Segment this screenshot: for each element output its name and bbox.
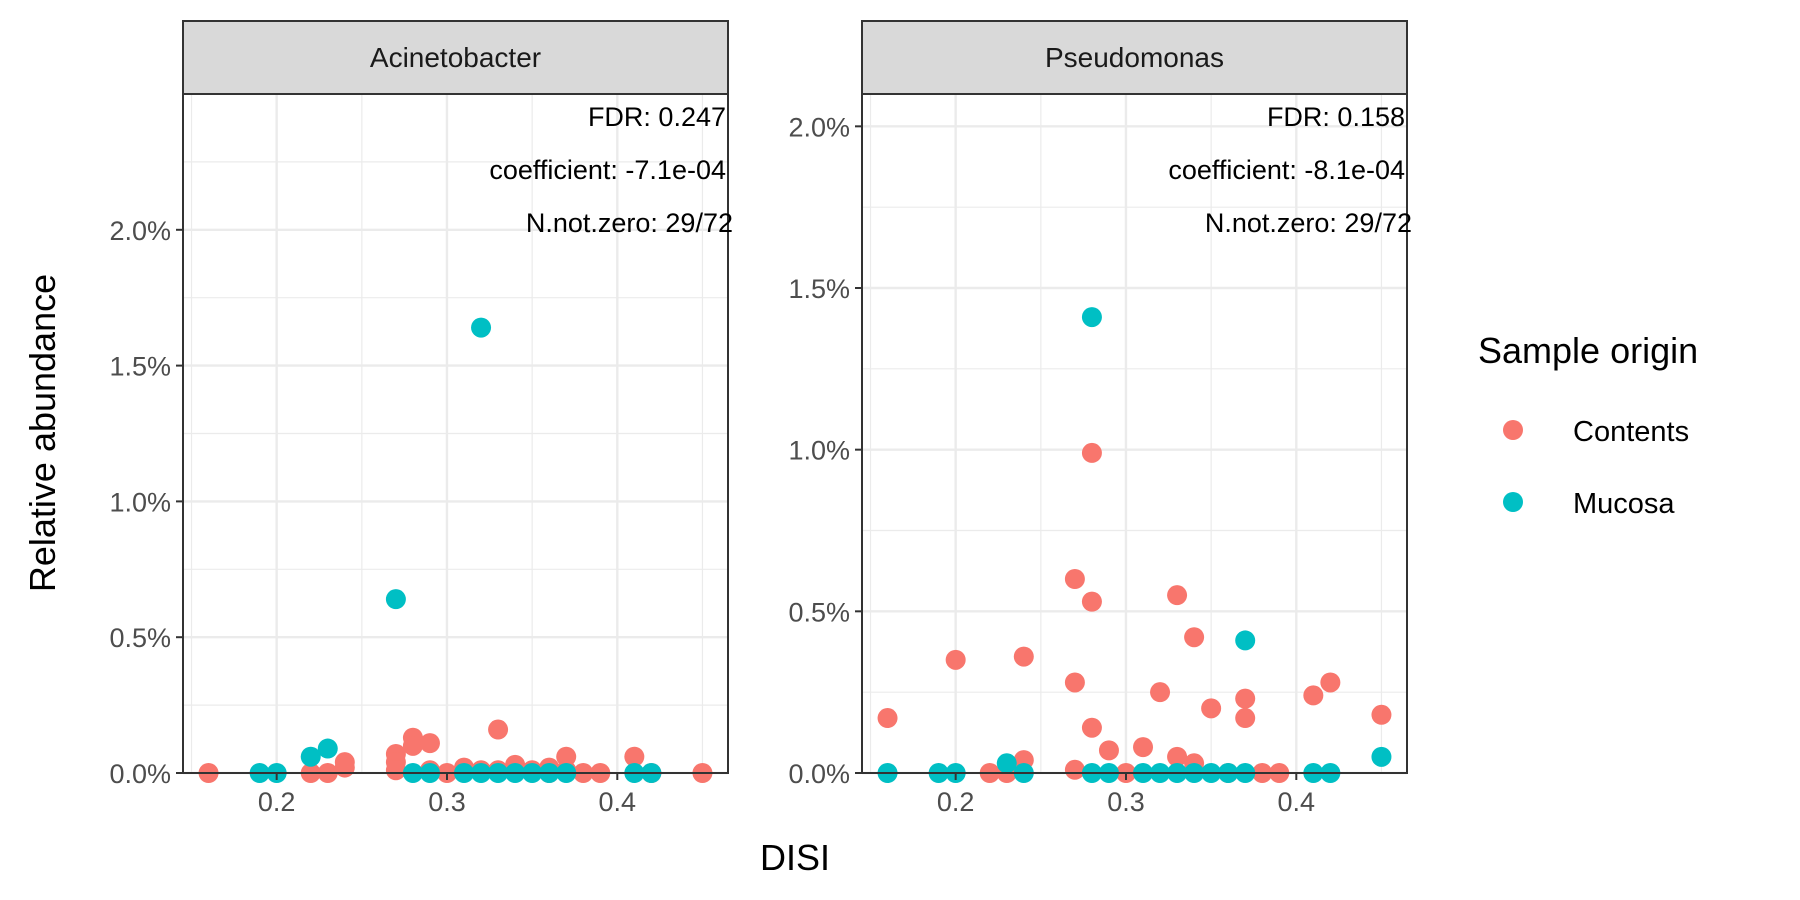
point-contents	[334, 757, 355, 778]
point-contents	[1133, 737, 1154, 758]
point-contents	[1064, 672, 1085, 693]
point-contents	[945, 649, 966, 670]
y-tick-label: 0.5%	[788, 597, 850, 627]
panel-title-acinetobacter: Acinetobacter	[370, 42, 541, 73]
legend-key-contents	[1503, 420, 1523, 440]
x-tick-label: 0.2	[258, 787, 296, 817]
annotations-acinetobacter: FDR: 0.247 coefficient: -7.1e-04 N.not.z…	[489, 102, 733, 238]
legend-title: Sample origin	[1478, 330, 1698, 371]
x-tick-label: 0.4	[1278, 787, 1316, 817]
point-contents	[1081, 442, 1102, 463]
y-tick-label: 1.5%	[109, 352, 171, 382]
legend-key-mucosa	[1503, 492, 1523, 512]
point-contents	[1098, 740, 1119, 761]
plot-background	[862, 94, 1407, 773]
point-mucosa	[1081, 307, 1102, 328]
point-contents	[1235, 708, 1256, 729]
y-axis-title: Relative abundance	[22, 274, 63, 592]
plot-border-pseudomonas	[861, 93, 1408, 774]
point-contents	[1303, 685, 1324, 706]
grid-acinetobacter	[183, 94, 728, 775]
y-tick-label: 0.0%	[788, 759, 850, 789]
panel-strip-acinetobacter	[182, 20, 729, 95]
point-contents	[1371, 704, 1392, 725]
y-tick-label: 1.0%	[109, 487, 171, 517]
point-contents	[877, 708, 898, 729]
panel-acinetobacter: Acinetobacter FDR: 0.247 coefficient: -7…	[109, 20, 733, 817]
point-contents	[419, 733, 440, 754]
point-contents	[1064, 759, 1085, 780]
point-contents	[402, 735, 423, 756]
point-mucosa	[1235, 630, 1256, 651]
y-tick-label: 2.0%	[109, 216, 171, 246]
point-mucosa	[471, 317, 492, 338]
point-contents	[1081, 591, 1102, 612]
point-contents	[1167, 746, 1188, 767]
x-axis-pseudomonas: 0.2 0.3 0.4	[937, 773, 1315, 817]
point-mucosa	[317, 738, 338, 759]
point-contents	[1167, 585, 1188, 606]
annotations-pseudomonas: FDR: 0.158 coefficient: -8.1e-04 N.not.z…	[1168, 102, 1412, 238]
point-contents	[1081, 717, 1102, 738]
point-mucosa	[1371, 746, 1392, 767]
point-mucosa	[385, 589, 406, 610]
x-tick-label: 0.3	[1107, 787, 1145, 817]
point-contents	[1184, 627, 1205, 648]
point-contents	[624, 746, 645, 767]
point-contents	[1064, 569, 1085, 589]
y-axis-acinetobacter: 0.0% 0.5% 1.0% 1.5% 2.0%	[109, 216, 183, 789]
panel-pseudomonas: Pseudomonas FDR: 0.158 coefficient: -8.1…	[788, 20, 1412, 817]
point-mucosa	[996, 753, 1017, 774]
x-tick-label: 0.3	[428, 787, 466, 817]
point-contents	[1320, 672, 1341, 693]
y-tick-label: 1.5%	[788, 274, 850, 304]
panel-title-pseudomonas: Pseudomonas	[1045, 42, 1224, 73]
point-contents	[1235, 688, 1256, 709]
x-tick-label: 0.2	[937, 787, 975, 817]
y-tick-label: 0.5%	[109, 623, 171, 653]
point-contents	[1150, 682, 1171, 703]
annotation-fdr: FDR: 0.158	[1267, 102, 1405, 132]
point-contents	[1013, 646, 1034, 667]
legend-label-contents: Contents	[1573, 416, 1689, 448]
x-axis-title: DISI	[760, 837, 830, 878]
x-axis-acinetobacter: 0.2 0.3 0.4	[258, 773, 636, 817]
annotation-coefficient: coefficient: -8.1e-04	[1168, 155, 1405, 185]
plot-border-acinetobacter	[182, 93, 729, 774]
annotation-coefficient: coefficient: -7.1e-04	[489, 155, 726, 185]
points-pseudomonas	[877, 307, 1392, 783]
annotation-n-not-zero: N.not.zero: 29/72	[526, 208, 733, 238]
point-mucosa	[300, 746, 321, 767]
x-tick-label: 0.4	[599, 787, 637, 817]
point-contents	[488, 719, 509, 740]
annotation-n-not-zero: N.not.zero: 29/72	[1205, 208, 1412, 238]
y-tick-label: 0.0%	[109, 759, 171, 789]
y-tick-label: 2.0%	[788, 112, 850, 142]
point-contents	[385, 760, 406, 781]
y-tick-label: 1.0%	[788, 436, 850, 466]
annotation-fdr: FDR: 0.247	[588, 102, 726, 132]
legend: Sample origin Contents Mucosa	[1478, 330, 1698, 520]
legend-label-mucosa: Mucosa	[1573, 488, 1675, 520]
grid-pseudomonas	[862, 94, 1407, 775]
point-contents	[1201, 698, 1222, 719]
y-axis-pseudomonas: 0.0% 0.5% 1.0% 1.5% 2.0%	[788, 112, 862, 789]
